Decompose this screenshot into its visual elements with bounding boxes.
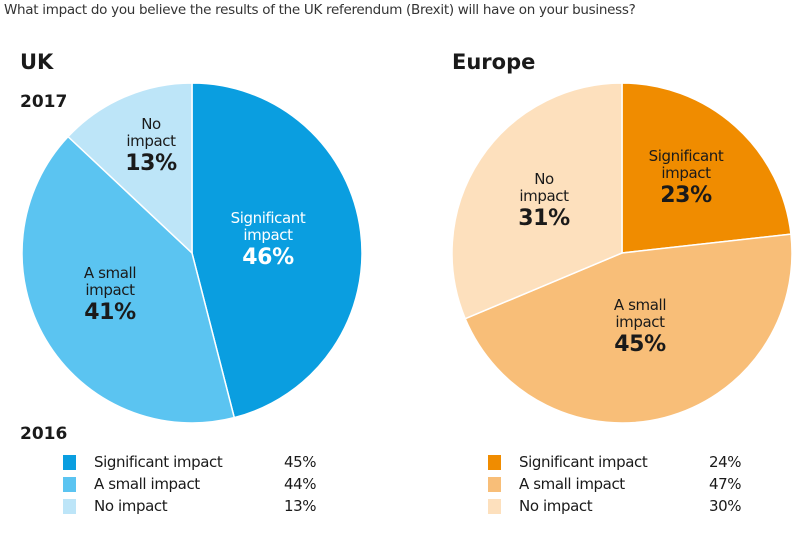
uk-legend-title: 2016 [20,424,68,444]
question-title: What impact do you believe the results o… [4,2,636,18]
uk-slice-a-small-impact [21,135,236,424]
legend-swatch [63,498,76,514]
uk-slice-no-impact [67,82,193,255]
uk-title: UK [20,50,54,74]
uk-slice-significant-impact [191,82,363,419]
uk-label-significant: Significant impact 46% [230,209,306,271]
uk-label-none: No impact 13% [125,115,177,177]
eu-legend: Significant impact 24% A small impact 47% … [488,451,742,517]
eu-label-significant: Significant impact 23% [648,147,724,209]
europe-slice-a-small-impact [464,233,793,424]
legend-swatch [63,476,76,492]
legend-swatch [488,476,501,492]
europe-slice-no-impact [451,82,623,320]
europe-slice-significant-impact [621,82,792,254]
legend-item: A small impact 44% [63,473,317,495]
legend-item: No impact 13% [63,495,317,517]
eu-label-none: No impact 31% [518,170,570,232]
legend-swatch [63,454,76,470]
uk-label-small: A small impact 41% [83,264,137,326]
eu-label-small: A small impact 45% [613,296,667,358]
europe-title: Europe [452,50,536,74]
legend-swatch [488,454,501,470]
uk-year-2017: 2017 [20,92,68,112]
uk-legend: Significant impact 45% A small impact 44% … [63,451,317,517]
legend-item: A small impact 47% [488,473,742,495]
legend-item: Significant impact 45% [63,451,317,473]
legend-item: Significant impact 24% [488,451,742,473]
legend-item: No impact 30% [488,495,742,517]
legend-swatch [488,498,501,514]
